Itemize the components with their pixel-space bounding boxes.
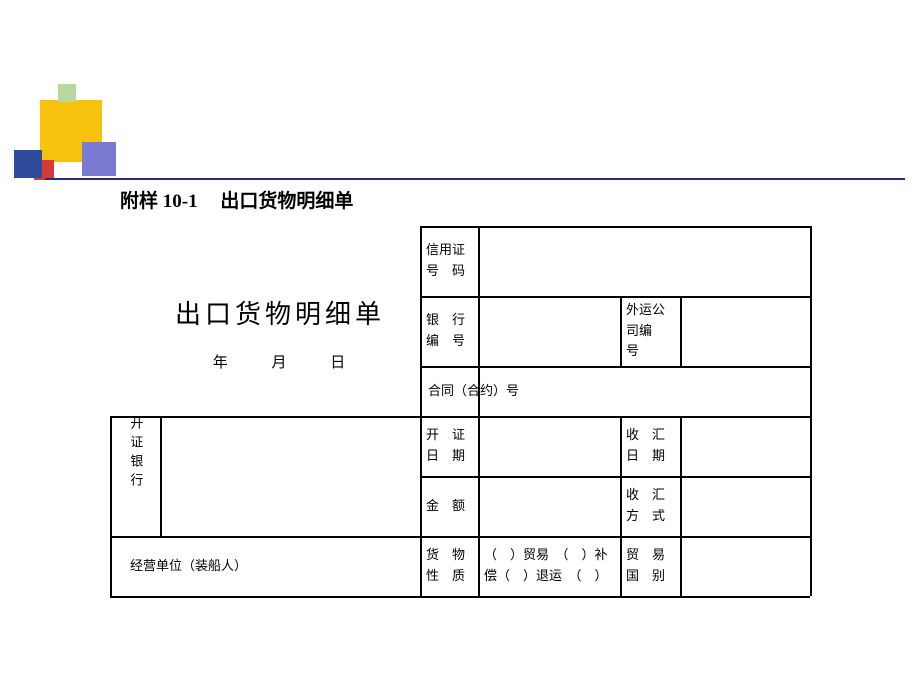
grid-vline [110, 416, 112, 596]
grid-vline [620, 296, 622, 366]
label-issue-date: 开 证日 期 [426, 416, 474, 476]
grid-vline [620, 416, 622, 596]
grid-hline [110, 596, 810, 598]
grid-vline [680, 416, 682, 596]
grid-vline [160, 416, 162, 536]
label-operator: 经营单位（装船人） [130, 536, 416, 596]
label-amount: 金 额 [426, 476, 474, 536]
grid-hline [420, 296, 810, 298]
grid-hline [420, 226, 810, 228]
header-rule [45, 178, 905, 180]
slide-decoration [0, 0, 920, 210]
grid-hline [420, 476, 810, 478]
label-issuing-bank: 开证银行 [126, 416, 144, 536]
label-remit-date: 收 汇日 期 [626, 416, 676, 476]
grid-vline [680, 296, 682, 366]
label-forwarder-no: 外运公司编 号 [626, 296, 676, 366]
deco-square [58, 84, 76, 102]
deco-square [14, 150, 42, 178]
grid-vline [420, 226, 422, 596]
form-grid: 信用证号 码银 行编 号 外运公司编 号合同（合约）号开证银行 开 证日 期 收 汇日… [110, 226, 890, 690]
label-remit-method: 收 汇方 式 [626, 476, 676, 536]
label-trade-checks: （ ）贸易 （ ）补偿（ ）退运 （ ） [484, 536, 616, 596]
label-goods-nature: 货 物性 质 [426, 536, 474, 596]
label-trade-country: 贸 易国 别 [626, 536, 676, 596]
label-contract-no: 合同（合约）号 [428, 366, 808, 416]
grid-vline [810, 226, 812, 596]
label-bank-no: 银 行编 号 [426, 296, 474, 366]
attachment-heading: 附样 10-1 出口货物明细单 [120, 186, 353, 213]
deco-square [82, 142, 116, 176]
label-lc-no: 信用证号 码 [426, 226, 474, 296]
heading-title: 出口货物明细单 [220, 191, 353, 212]
heading-prefix: 附样 10-1 [120, 191, 198, 212]
